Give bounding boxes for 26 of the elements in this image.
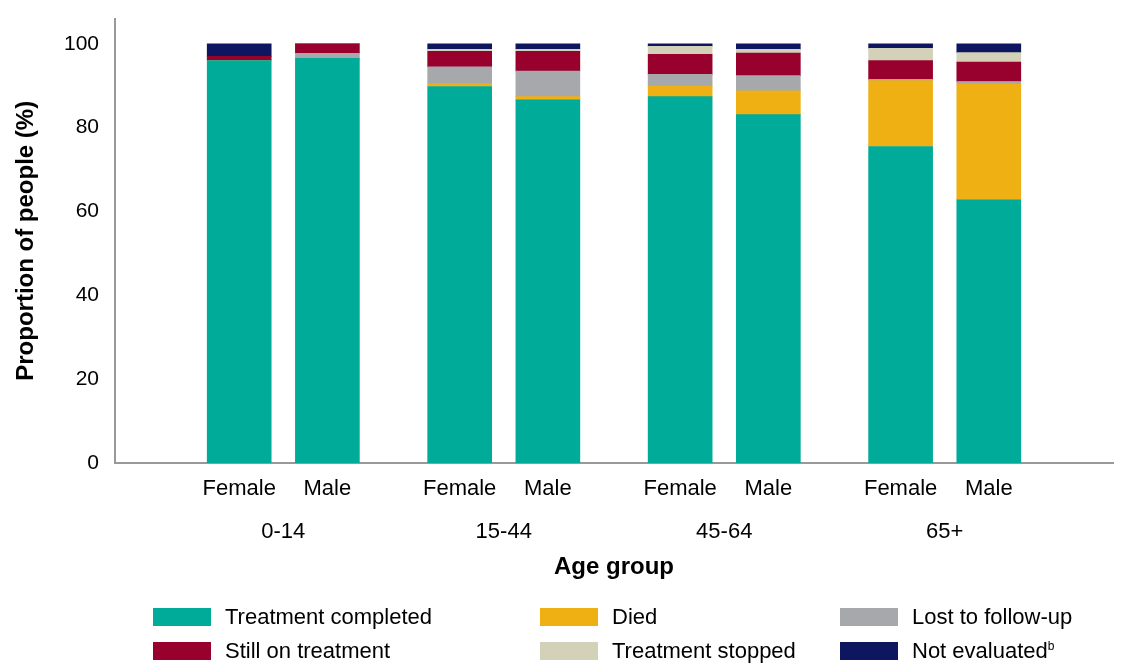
text: 15-44 [475,518,532,544]
y-tick-label: 80 [75,114,99,138]
x-tick-label: Female [643,475,717,501]
x-tick-label: Female [422,475,497,501]
x-tick-label: Female [202,475,276,501]
legend-label: Treatment stopped [612,638,796,664]
legend-label: Lost to follow-up [912,604,1073,630]
y-tick-label: 40 [75,282,99,306]
y-tick-label: 100 [63,30,99,54]
y-tick-label: 0 [87,449,99,473]
x-tick-label: Male [524,475,572,501]
text: 0-14 [261,518,306,544]
legend-label: Treatment completed [225,604,433,630]
x-tick-label: Female [863,475,938,501]
x-tick-label: Male [303,475,352,501]
x-tick-label: Male [744,475,793,501]
text: 65+ [926,518,964,544]
x-axis-title: Age group [554,551,674,579]
legend-label: Still on treatment [225,638,391,664]
y-axis-title: Proportion of people (%) [11,100,39,381]
legend-label: Died [612,604,658,630]
y-tick-label: 20 [75,365,99,389]
y-tick-label: 60 [75,198,99,222]
legend-label: Not evaluated$^{b}$ [912,638,1055,664]
text: 45-64 [696,518,753,544]
x-tick-label: Male [964,475,1013,501]
